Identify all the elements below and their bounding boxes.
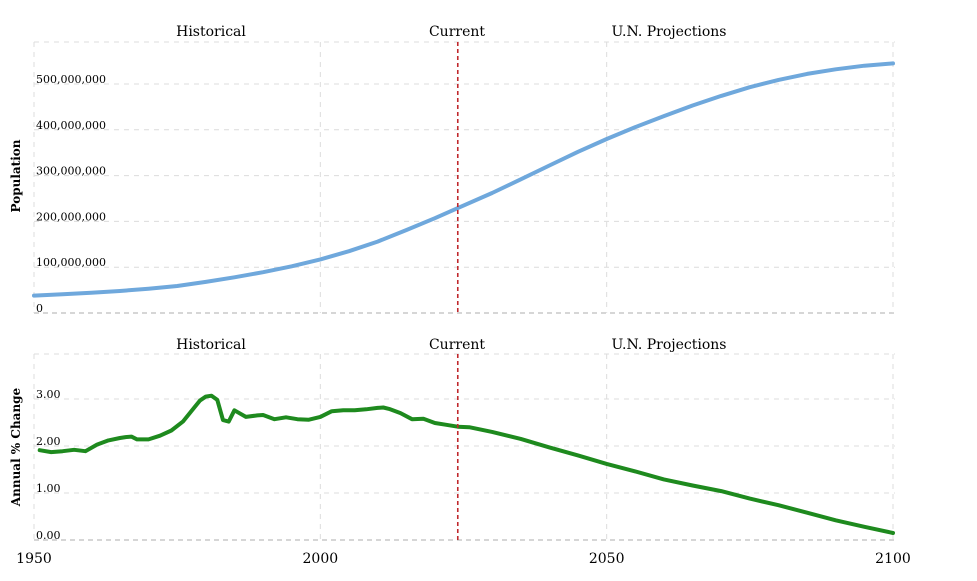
annual-change-y-ticks: 0.00 1.00 2.00 3.00 — [36, 388, 61, 542]
y-tick-label: 500,000,000 — [36, 73, 106, 86]
y-tick-label: 0.00 — [36, 529, 61, 542]
section-label-current: Current — [429, 24, 485, 40]
x-axis-tick-labels: 1950 2000 2050 2100 — [16, 551, 911, 567]
x-tick-label: 2050 — [589, 551, 625, 567]
population-series — [32, 61, 895, 298]
population-y-ticks: 0 100,000,000 200,000,000 300,000,000 400,00… — [36, 73, 106, 315]
section-label-current: Current — [429, 337, 485, 353]
population-y-axis-title: Population — [9, 139, 23, 212]
x-tick-label: 2100 — [875, 551, 911, 567]
y-tick-label: 300,000,000 — [36, 165, 106, 178]
y-tick-label: 2.00 — [36, 435, 61, 448]
population-chart: Historical Current U.N. Projections 0 100… — [9, 24, 895, 315]
x-tick-label: 1950 — [16, 551, 52, 567]
series-line — [32, 61, 895, 298]
population-section-labels: Historical Current U.N. Projections — [176, 24, 726, 40]
y-tick-label: 0 — [36, 302, 43, 315]
series-line — [37, 393, 895, 535]
y-tick-label: 400,000,000 — [36, 119, 106, 132]
y-tick-label: 100,000,000 — [36, 256, 106, 269]
y-tick-label: 3.00 — [36, 388, 61, 401]
section-label-historical: Historical — [176, 24, 246, 40]
annual-change-y-axis-title: Annual % Change — [9, 387, 23, 507]
annual-change-chart: Historical Current U.N. Projections 0.00… — [9, 337, 895, 542]
annual-change-grid — [33, 353, 895, 541]
section-label-historical: Historical — [176, 337, 246, 353]
y-tick-label: 200,000,000 — [36, 210, 106, 223]
section-label-projections: U.N. Projections — [612, 337, 727, 353]
annual-change-series — [37, 393, 895, 535]
x-tick-label: 2000 — [303, 551, 339, 567]
y-tick-label: 1.00 — [36, 482, 61, 495]
population-grid — [33, 41, 895, 314]
annual-change-section-labels: Historical Current U.N. Projections — [176, 337, 726, 353]
section-label-projections: U.N. Projections — [612, 24, 727, 40]
